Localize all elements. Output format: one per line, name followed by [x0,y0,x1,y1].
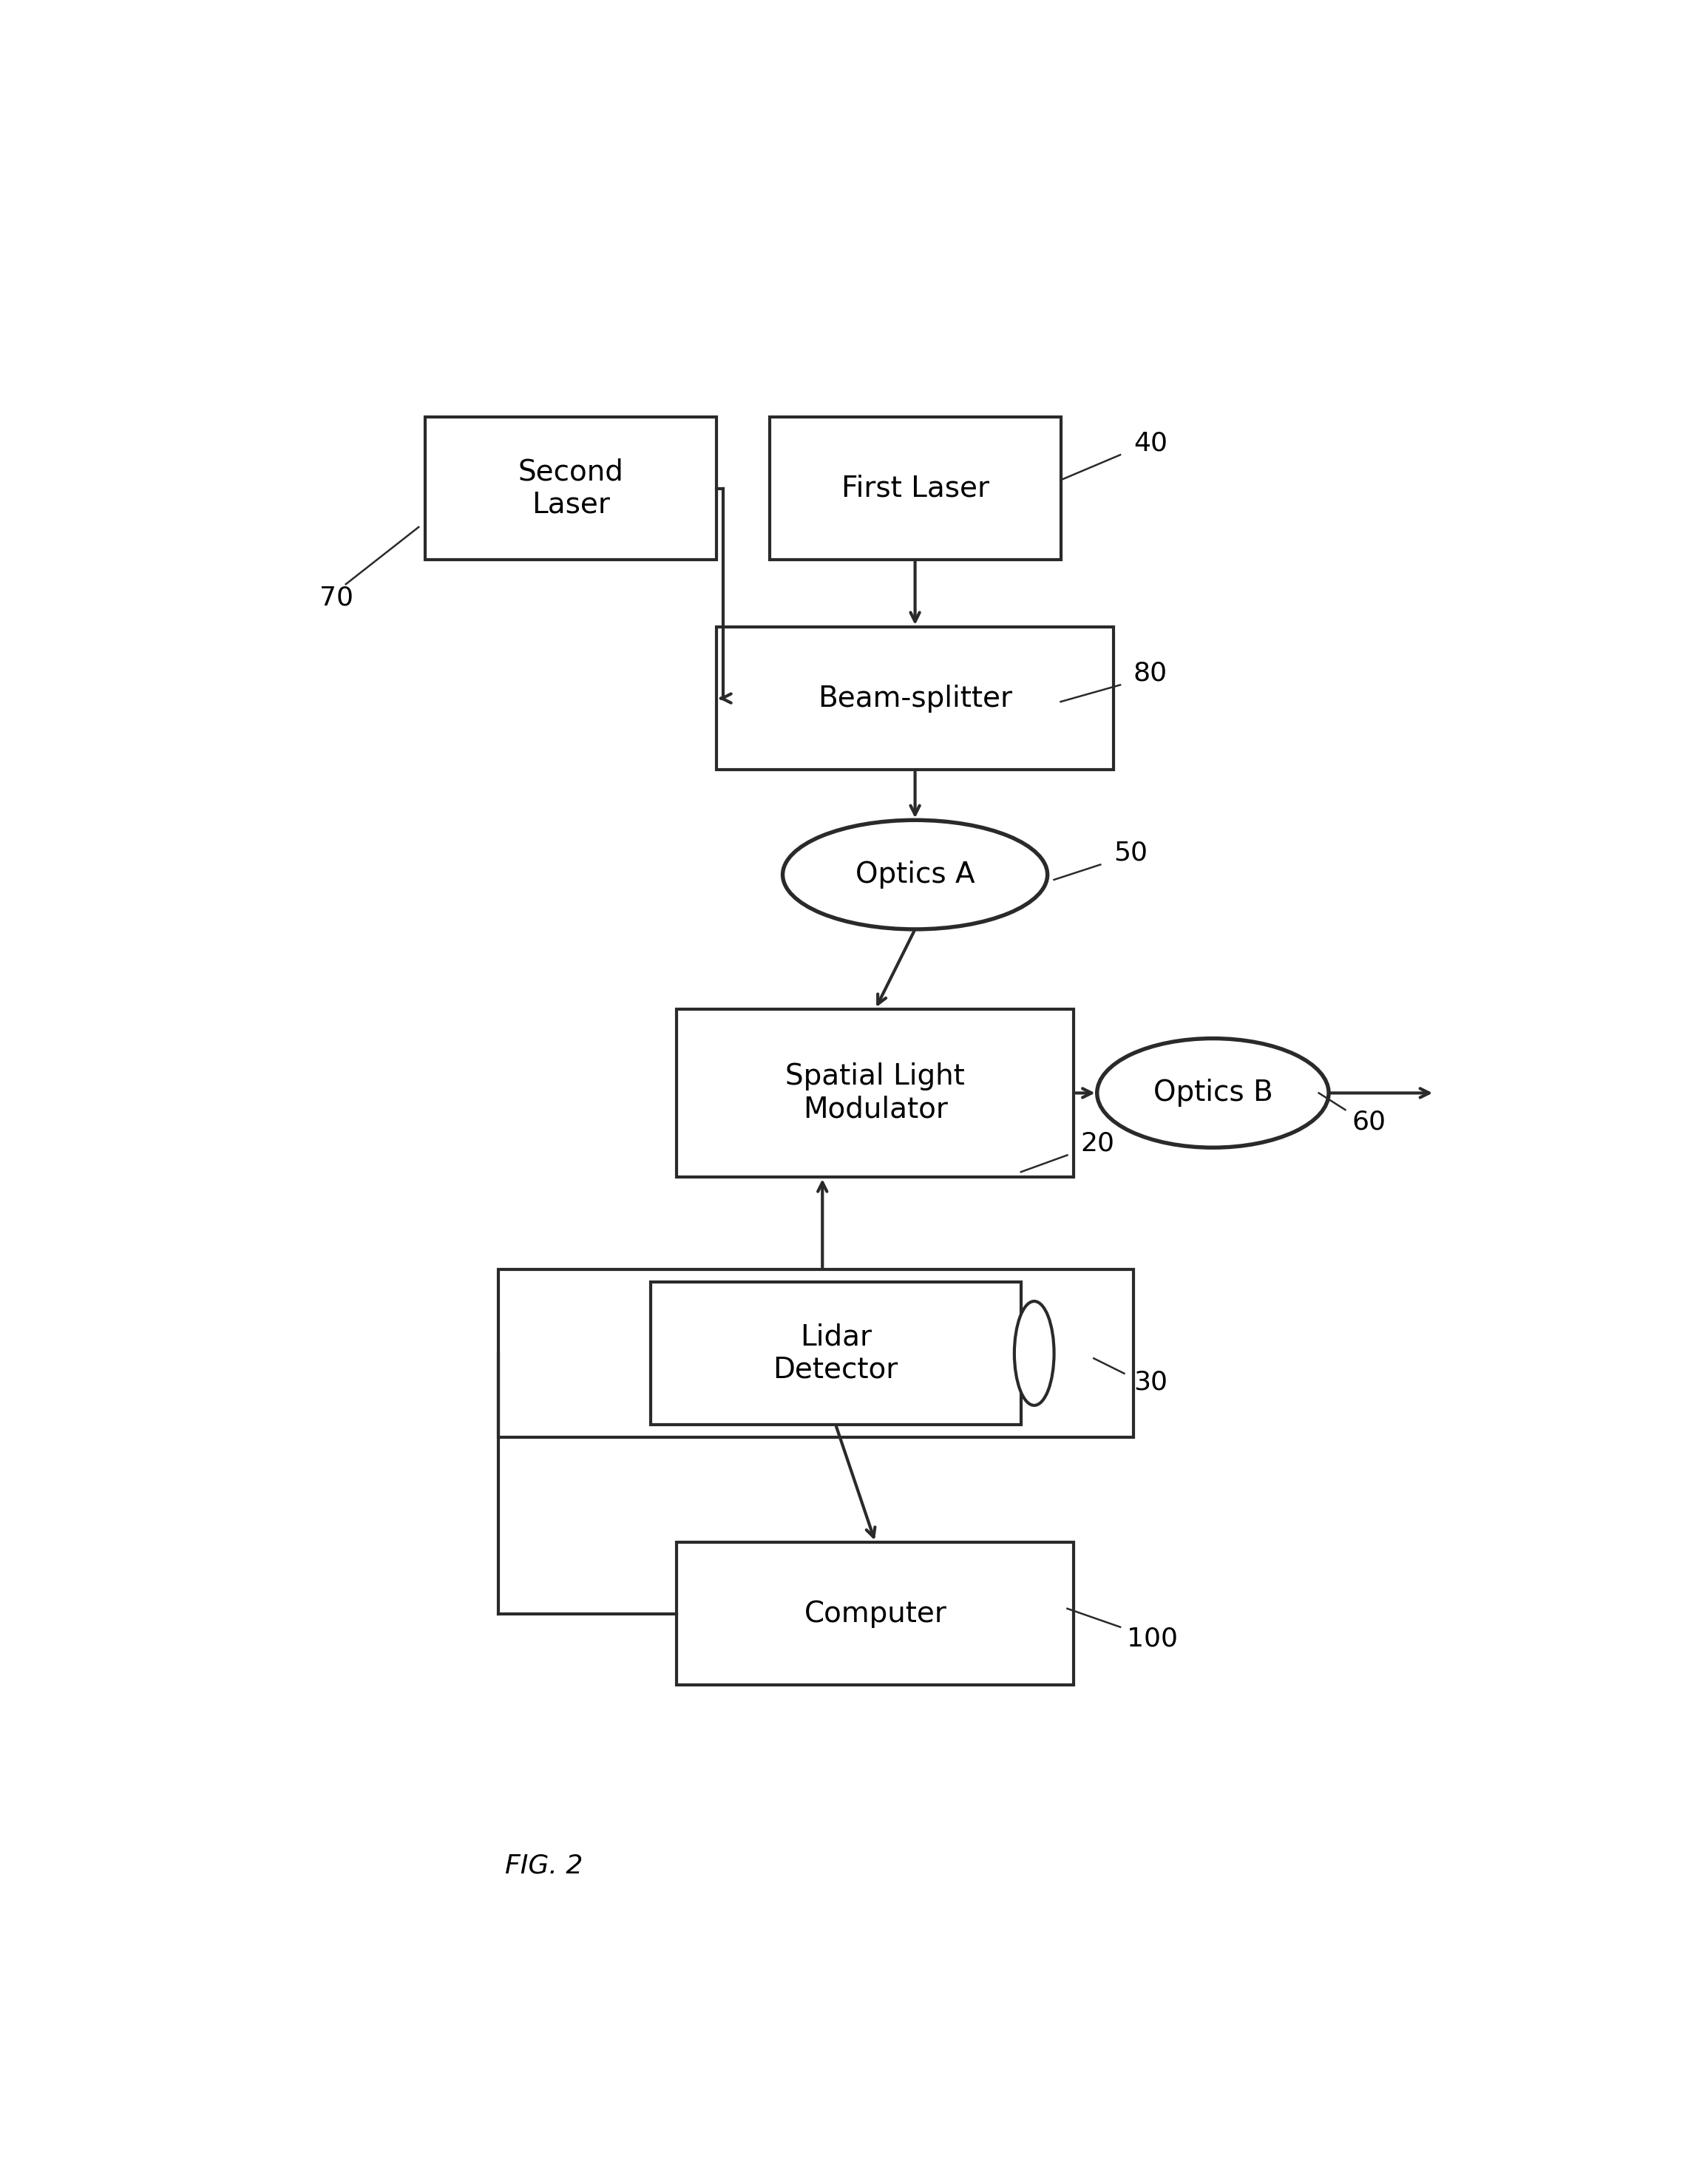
Text: Spatial Light
Modulator: Spatial Light Modulator [786,1062,965,1123]
Ellipse shape [1097,1038,1329,1147]
Bar [651,1282,1021,1424]
Bar [499,1269,1134,1437]
Text: 40: 40 [1134,430,1168,456]
Text: FIG. 2: FIG. 2 [506,1854,582,1878]
Text: Beam-splitter: Beam-splitter [818,685,1013,713]
Ellipse shape [1015,1302,1054,1405]
Text: Second
Laser: Second Laser [518,458,623,519]
Text: 20: 20 [1081,1130,1115,1156]
Text: 50: 50 [1114,840,1148,866]
Text: 80: 80 [1134,661,1168,685]
Text: 60: 60 [1353,1108,1385,1134]
Text: 70: 70 [319,585,354,611]
Text: Computer: Computer [804,1599,946,1627]
Bar [676,1010,1074,1178]
Text: 100: 100 [1127,1627,1179,1651]
Bar [770,417,1061,561]
Text: Optics B: Optics B [1153,1080,1272,1108]
Ellipse shape [782,820,1047,929]
Text: 30: 30 [1134,1370,1168,1394]
Text: Optics A: Optics A [856,861,975,888]
Text: First Laser: First Laser [840,475,989,502]
Bar [717,626,1114,770]
Text: Lidar
Detector: Lidar Detector [774,1324,898,1383]
Bar [425,417,717,561]
Bar [676,1542,1074,1686]
